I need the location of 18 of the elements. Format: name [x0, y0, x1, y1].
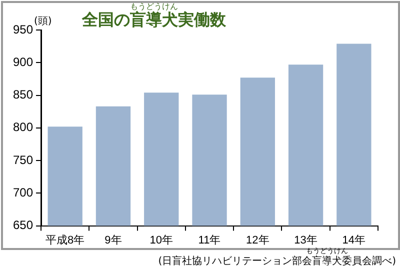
y-tick-label: 750 — [12, 152, 34, 167]
y-tick-label: 850 — [12, 88, 34, 102]
x-tick-label: 12年 — [246, 234, 270, 246]
y-axis-title: (頭) — [34, 15, 52, 28]
text: (日盲社協リハビリテーション部会盲導犬委員会調べ) — [158, 254, 396, 268]
x-tick-label: 9年 — [104, 234, 122, 246]
text: もうどうけん — [130, 1, 178, 11]
y-tick-label: 900 — [12, 54, 34, 69]
x-tick-label: 10年 — [150, 234, 173, 246]
x-tick-label: 平成8年 — [46, 233, 85, 246]
chart-title: 全国の盲導犬実働数 — [82, 10, 226, 31]
y-tick-label: 650 — [12, 218, 34, 232]
y-tick-label: 700 — [12, 185, 34, 200]
x-tick-label: 13年 — [294, 234, 318, 246]
x-tick-label: 11年 — [198, 234, 221, 246]
y-tick-label: 950 — [12, 22, 34, 36]
x-tick-label: 14年 — [342, 234, 366, 246]
y-tick-label: 800 — [12, 120, 34, 134]
